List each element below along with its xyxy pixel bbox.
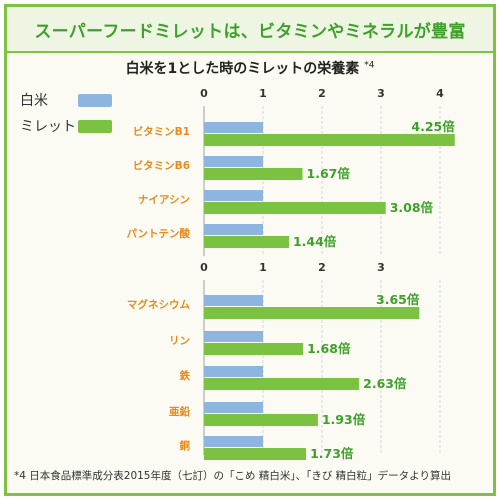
bar-millet <box>204 343 304 355</box>
bar-rice <box>204 295 263 306</box>
category-label: 鉄 <box>180 369 191 382</box>
bar-millet <box>204 448 307 460</box>
bar-rice <box>204 366 263 377</box>
bar-millet <box>204 236 289 248</box>
x-tick-label: 1 <box>259 87 267 100</box>
bar-millet <box>204 414 318 426</box>
bar-rice <box>204 331 263 342</box>
value-label: 1.67倍 <box>307 166 351 181</box>
value-label: 3.65倍 <box>376 292 420 307</box>
x-tick-label: 0 <box>200 261 208 274</box>
category-label: ビタミンB6 <box>133 159 190 172</box>
bar-rice <box>204 436 263 447</box>
bar-rice <box>204 402 263 413</box>
value-label: 1.44倍 <box>293 234 337 249</box>
page-title: スーパーフードミレットは、ビタミンやミネラルが豊富 <box>34 21 466 42</box>
value-label: 2.63倍 <box>363 376 407 391</box>
x-tick-label: 1 <box>259 261 267 274</box>
x-tick-label: 3 <box>377 261 385 274</box>
category-label: ビタミンB1 <box>133 125 190 138</box>
category-label: 銅 <box>180 439 191 452</box>
subtitle-note-ref: *4 <box>364 60 375 71</box>
x-tick-label: 3 <box>377 87 385 100</box>
subtitle-text: 白米を1とした時のミレットの栄養素 <box>125 61 360 77</box>
category-label: ナイアシン <box>138 194 190 206</box>
x-tick-label: 2 <box>318 261 326 274</box>
value-label: 3.08倍 <box>390 200 434 215</box>
value-label: 1.68倍 <box>307 341 351 356</box>
bar-millet <box>204 307 420 319</box>
x-tick-label: 4 <box>436 87 444 100</box>
bar-rice <box>204 224 263 235</box>
chart-subtitle: 白米を1とした時のミレットの栄養素 *4 <box>4 58 496 78</box>
x-tick-label: 2 <box>318 87 326 100</box>
bar-rice <box>204 122 263 133</box>
header-banner: スーパーフードミレットは、ビタミンやミネラルが豊富 <box>7 7 493 53</box>
value-label: 1.73倍 <box>310 446 354 461</box>
bar-millet <box>204 202 386 214</box>
category-label: マグネシウム <box>127 298 190 311</box>
category-label: 亜鉛 <box>169 405 190 418</box>
bar-millet <box>204 378 360 390</box>
x-tick-label: 0 <box>200 87 208 100</box>
bar-rice <box>204 156 263 167</box>
bar-millet <box>204 134 455 146</box>
value-label: 4.25倍 <box>411 119 455 134</box>
category-label: リン <box>169 335 190 347</box>
value-label: 1.93倍 <box>322 412 366 427</box>
footnote: *4 日本食品標準成分表2015年度（七訂）の「こめ 精白米」、「きび 精白粒」… <box>14 470 451 482</box>
category-label: パントテン酸 <box>126 227 190 240</box>
bar-rice <box>204 190 263 201</box>
bar-millet <box>204 168 303 180</box>
